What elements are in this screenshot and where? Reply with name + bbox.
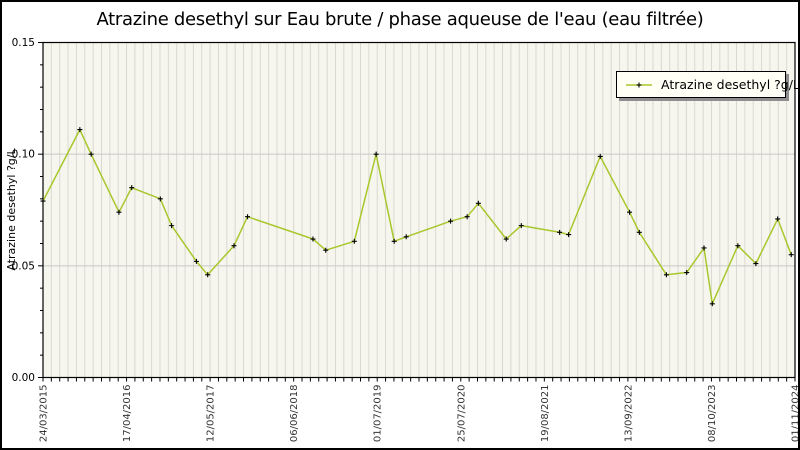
y-tick-label: 0.00: [12, 372, 35, 384]
y-tick-label: 0.15: [12, 37, 35, 49]
legend-line-marker-icon: [626, 80, 652, 90]
chart-title: Atrazine desethyl sur Eau brute / phase …: [96, 9, 704, 30]
x-tick-label: 24/03/2015: [39, 385, 50, 443]
x-tick-label: 13/09/2022: [623, 385, 634, 443]
y-tick-label: 0.05: [12, 260, 35, 272]
x-tick-label: 12/05/2017: [206, 385, 217, 443]
x-tick-label: 25/07/2020: [456, 385, 467, 443]
x-tick-label: 06/06/2018: [289, 385, 300, 443]
plot-frame: [42, 41, 796, 379]
horizontal-gridlines: [43, 153, 795, 267]
y-tick-labels: 0.00 0.05 0.10 0.15: [12, 37, 35, 384]
data-point-markers: [40, 127, 794, 307]
x-tick-label: 08/10/2023: [707, 385, 718, 443]
x-axis-ticks: [42, 377, 796, 382]
legend-box: Atrazine desethyl ?g/L: [616, 71, 798, 98]
x-tick-label: 01/07/2019: [373, 385, 384, 443]
vertical-stripes: [50, 42, 788, 378]
x-tick-label: 01/11/2024: [791, 385, 800, 443]
y-tick-label: 0.10: [12, 149, 35, 161]
y-axis-ticks: [38, 42, 43, 378]
x-tick-labels: 24/03/2015 17/04/2016 12/05/2017 06/06/2018…: [39, 385, 800, 443]
x-tick-label: 17/04/2016: [122, 385, 133, 443]
x-tick-label: 19/08/2021: [540, 385, 551, 443]
legend-label: Atrazine desethyl ?g/L: [661, 77, 800, 92]
